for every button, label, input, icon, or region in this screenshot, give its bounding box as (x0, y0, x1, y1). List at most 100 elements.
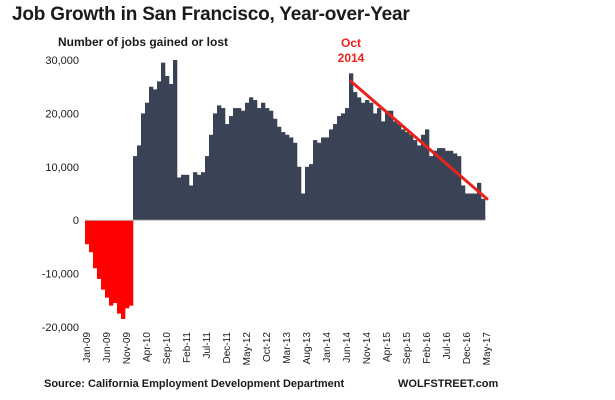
y-axis-label: Number of jobs gained or lost (58, 35, 229, 49)
x-tick-label: Apr-15 (382, 332, 393, 362)
x-tick-label: Mar-13 (282, 332, 293, 364)
bar (197, 174, 202, 221)
x-tick-label: Jul-16 (442, 332, 453, 360)
bar (457, 156, 462, 221)
bar (165, 76, 170, 221)
bar (225, 124, 230, 221)
bar (461, 185, 466, 221)
x-tick-label: Dec-11 (222, 332, 233, 364)
bar (405, 132, 410, 221)
bar (345, 108, 350, 221)
bar (145, 102, 150, 221)
y-tick-label: 10,000 (45, 162, 79, 174)
bar (441, 148, 446, 221)
bar (289, 137, 294, 221)
bar (97, 220, 102, 279)
bar (149, 86, 154, 221)
bar (177, 177, 182, 221)
x-tick-label: Nov-09 (122, 332, 133, 365)
bar (445, 150, 450, 221)
bar (245, 102, 250, 221)
bar (173, 60, 178, 221)
x-tick-label: Nov-14 (362, 332, 373, 365)
bar (477, 182, 482, 221)
bar (269, 110, 274, 221)
bar (453, 153, 458, 221)
bar (285, 134, 290, 221)
bar (329, 129, 334, 221)
bar (313, 140, 318, 221)
bar (265, 108, 270, 221)
bar (257, 108, 262, 221)
bar (217, 105, 222, 221)
x-tick-label: Jun-14 (342, 332, 353, 363)
bar (117, 220, 122, 314)
x-tick-label: May-17 (482, 332, 493, 366)
x-tick-label: May-12 (242, 332, 253, 366)
x-tick-label: Aug-13 (302, 332, 313, 365)
annotation-label: 2014 (338, 51, 365, 65)
bar (93, 220, 98, 269)
bar (481, 198, 486, 221)
bar (209, 134, 214, 221)
bar (297, 166, 302, 221)
bar (133, 156, 138, 221)
bar (377, 108, 382, 221)
x-tick-label: Dec-16 (462, 332, 473, 365)
bar (281, 132, 286, 221)
bar (169, 84, 174, 221)
bar (465, 193, 470, 221)
x-tick-label: Apr-10 (142, 332, 153, 362)
bar (469, 193, 474, 221)
bar (201, 172, 206, 221)
bar (277, 126, 282, 221)
bar (85, 220, 90, 245)
bar (365, 100, 370, 221)
bar (213, 113, 218, 221)
bar (161, 62, 166, 221)
bar (433, 150, 438, 221)
bar (421, 134, 426, 221)
bar (181, 174, 186, 221)
bar (193, 172, 198, 221)
y-tick-label: 30,000 (45, 55, 79, 67)
bar (237, 108, 242, 221)
x-tick-label: Sep-15 (402, 332, 413, 365)
bar (261, 102, 266, 221)
brand-label: WOLFSTREET.com (398, 378, 499, 390)
bar (253, 100, 258, 221)
y-tick-label: 20,000 (45, 108, 79, 120)
bar (185, 174, 190, 221)
x-tick-label: Feb-16 (422, 332, 433, 364)
bar (305, 166, 310, 221)
bar (189, 185, 194, 221)
bar (409, 134, 414, 221)
bar (473, 193, 478, 221)
bar (425, 129, 430, 221)
x-tick-label: Sep-10 (162, 332, 173, 365)
bar (293, 142, 298, 221)
bar (105, 220, 110, 298)
x-tick-label: Feb-11 (182, 332, 193, 363)
bar (101, 220, 106, 290)
x-tick-label: Oct-12 (262, 332, 273, 362)
bar (141, 113, 146, 221)
bar (449, 150, 454, 221)
bar (349, 73, 354, 221)
source-note: Source: California Employment Developmen… (44, 378, 345, 390)
bar (157, 81, 162, 221)
bar (153, 89, 158, 221)
bar (437, 148, 442, 221)
annotation-label: Oct (341, 36, 361, 50)
bar (301, 193, 306, 221)
trend-line (349, 79, 489, 201)
bar (417, 145, 422, 221)
bar (341, 113, 346, 221)
y-tick-label: -20,000 (42, 322, 79, 334)
bar (393, 121, 398, 221)
bar (241, 110, 246, 221)
bar (229, 116, 234, 221)
bar (333, 124, 338, 221)
bar (373, 113, 378, 221)
